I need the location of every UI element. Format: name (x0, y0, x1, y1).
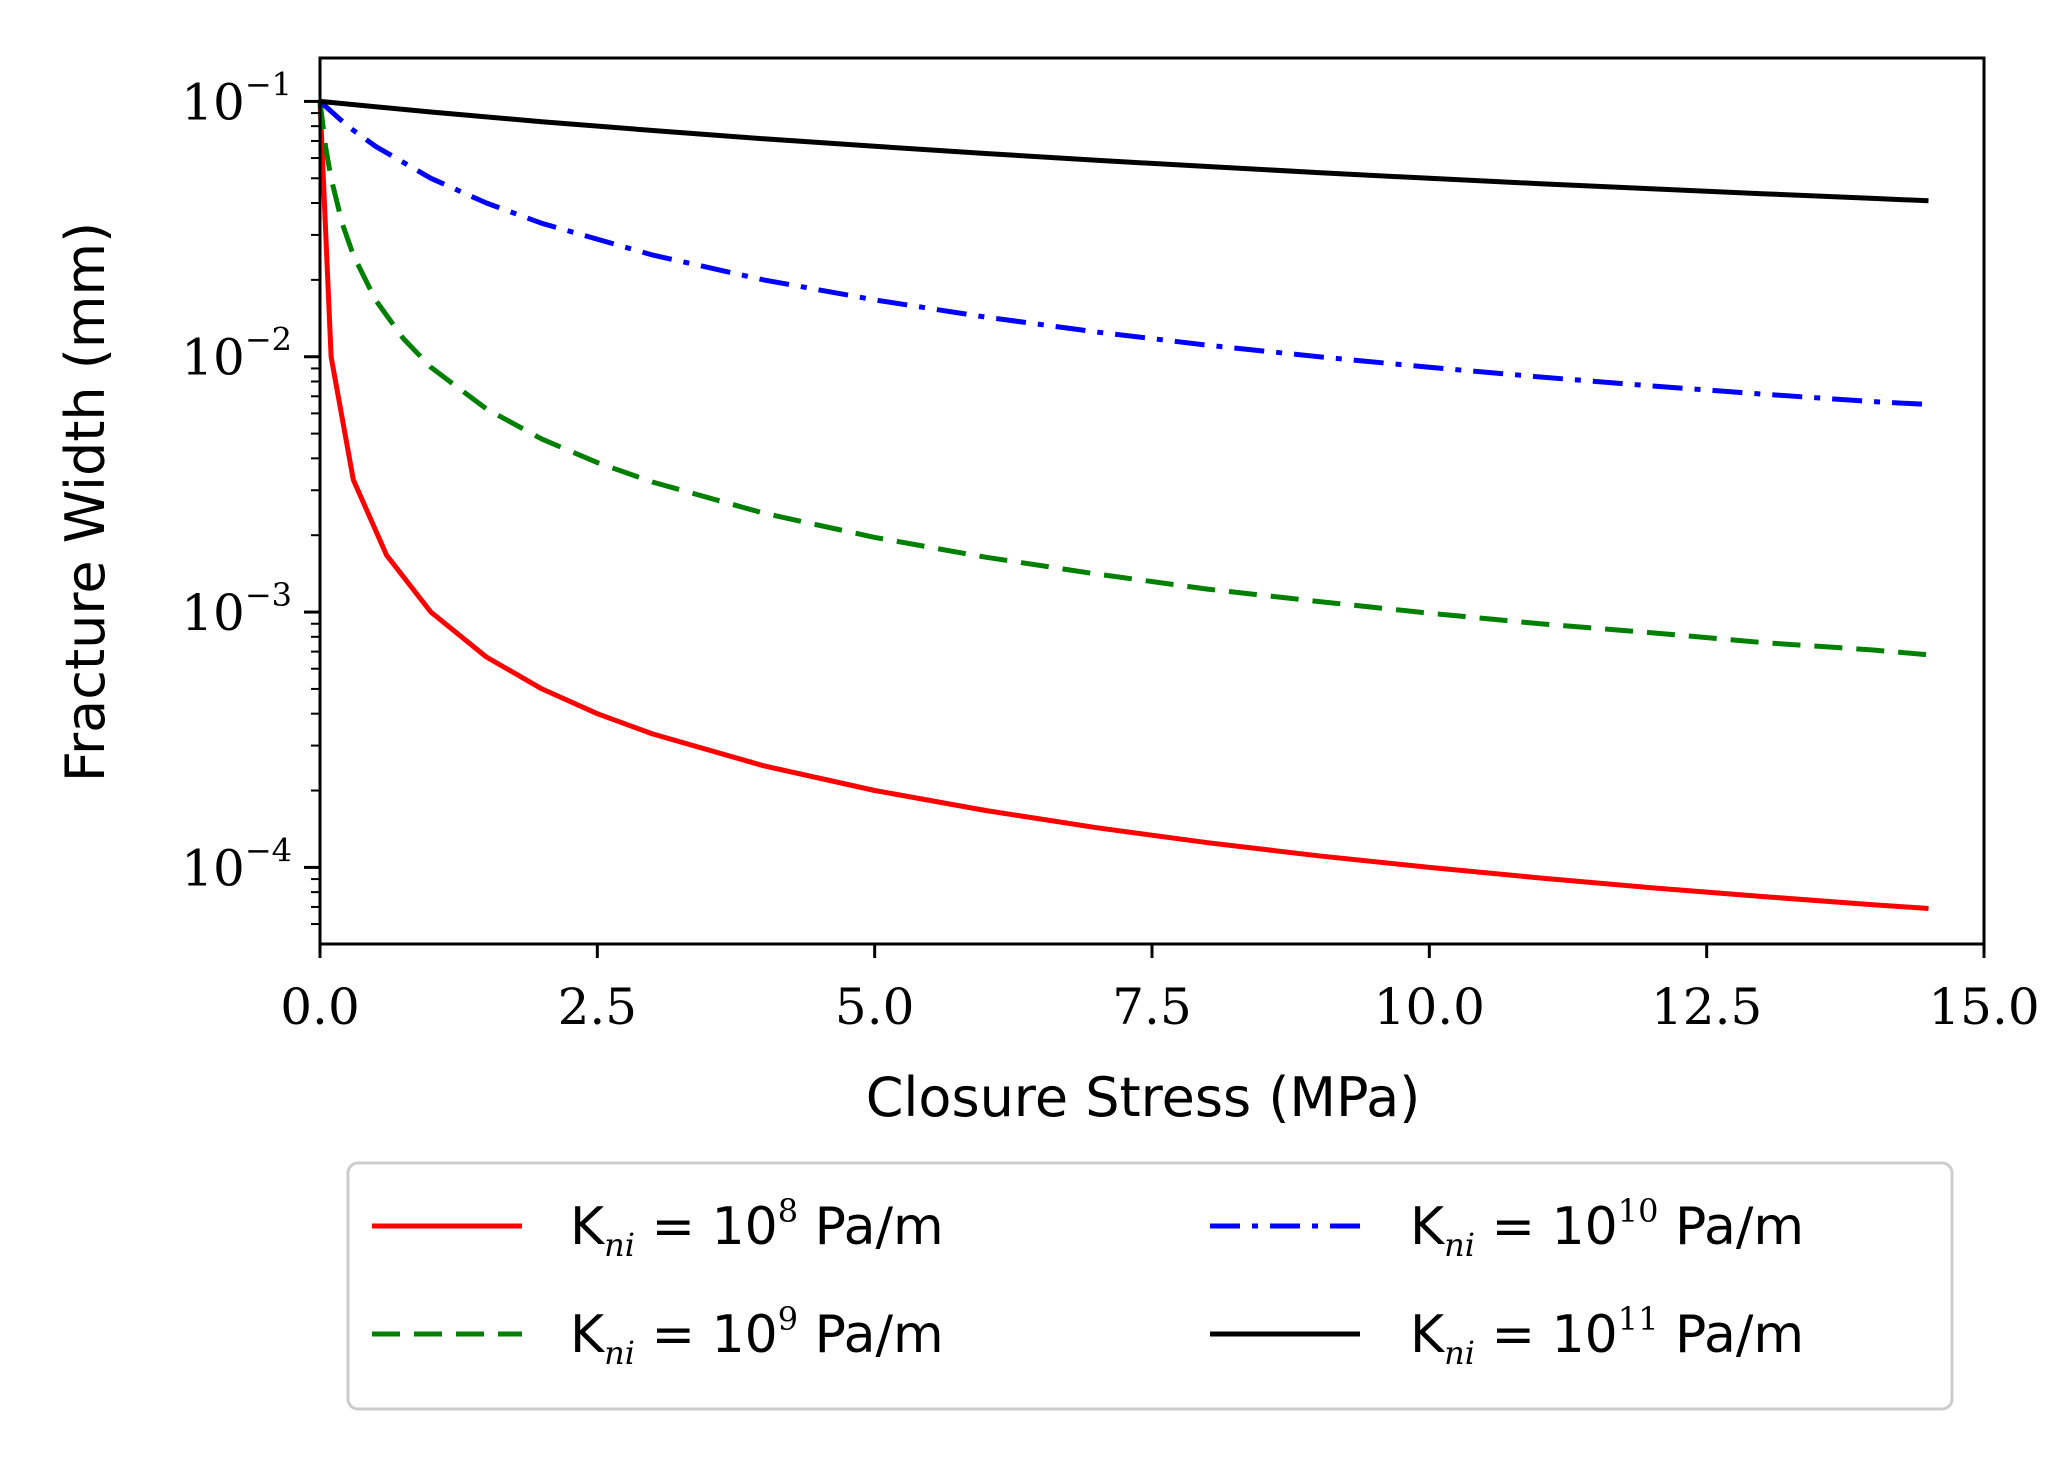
x-tick-label: 7.5 (1112, 978, 1192, 1036)
x-tick-label: 2.5 (558, 978, 638, 1036)
x-tick-label: 15.0 (1928, 978, 2039, 1036)
series-line-3 (318, 99, 1929, 407)
x-tick-label: 5.0 (835, 978, 915, 1036)
plot-background (320, 58, 1984, 944)
y-tick-base: 10 (181, 839, 245, 897)
y-tick-base: 10 (181, 329, 245, 387)
legend-label-exp: 8 (778, 1192, 798, 1230)
legend-label-eq: = 10 (635, 1305, 778, 1365)
axes: 0.0 2.5 5.0 7.5 10.0 12.5 15.010−110−210−310−4 (181, 56, 2040, 1036)
y-tick-exponent: −1 (245, 65, 292, 103)
x-tick-label: 12.5 (1651, 978, 1762, 1036)
y-axis-label: Fracture Width (mm) (54, 222, 117, 782)
y-tick-label: 10−3 (181, 576, 292, 642)
legend-label-3: Kni = 1010 Pa/m (1410, 1192, 1804, 1264)
legend-box (346, 1161, 1954, 1411)
y-tick-label: 10−2 (181, 321, 292, 387)
legend-label-2: Kni = 109 Pa/m (570, 1300, 944, 1372)
legend-label-main: K (570, 1197, 606, 1257)
legend-label-sub: ni (1444, 1334, 1475, 1372)
legend-label-sub: ni (1444, 1226, 1475, 1264)
x-axis-label: Closure Stress (MPa) (866, 1066, 1421, 1129)
legend-label-unit: Pa/m (798, 1305, 944, 1365)
y-tick-exponent: −4 (245, 831, 292, 869)
series-group (317, 98, 1929, 911)
legend-label-eq: = 10 (1475, 1197, 1618, 1257)
legend-label-exp: 11 (1618, 1300, 1659, 1338)
legend-label-unit: Pa/m (1658, 1305, 1804, 1365)
legend-label-eq: = 10 (635, 1197, 778, 1257)
plot-area (320, 58, 1984, 944)
legend-label-sub: ni (604, 1226, 635, 1264)
x-tick-label: 0.0 (280, 978, 360, 1036)
legend-label-main: K (1410, 1305, 1446, 1365)
y-tick-base: 10 (181, 584, 245, 642)
y-tick-exponent: −3 (245, 576, 292, 614)
series-line-2 (317, 101, 1929, 658)
legend-label-unit: Pa/m (798, 1197, 944, 1257)
legend-label-eq: = 10 (1475, 1305, 1618, 1365)
x-tick-label: 10.0 (1374, 978, 1485, 1036)
y-tick-label: 10−1 (181, 65, 292, 131)
legend-label-main: K (1410, 1197, 1446, 1257)
legend-label-unit: Pa/m (1658, 1197, 1804, 1257)
legend-label-4: Kni = 1011 Pa/m (1410, 1300, 1804, 1372)
y-tick-base: 10 (181, 73, 245, 131)
legend-label-exp: 10 (1618, 1192, 1659, 1230)
legend-label-1: Kni = 108 Pa/m (570, 1192, 944, 1264)
legend-label-sub: ni (604, 1334, 635, 1372)
y-tick-label: 10−4 (181, 831, 292, 897)
series-line-1 (317, 101, 1929, 911)
legend-label-main: K (570, 1305, 606, 1365)
legend-label-exp: 9 (778, 1300, 798, 1338)
y-tick-exponent: −2 (245, 321, 292, 359)
series-line-4 (319, 98, 1929, 204)
